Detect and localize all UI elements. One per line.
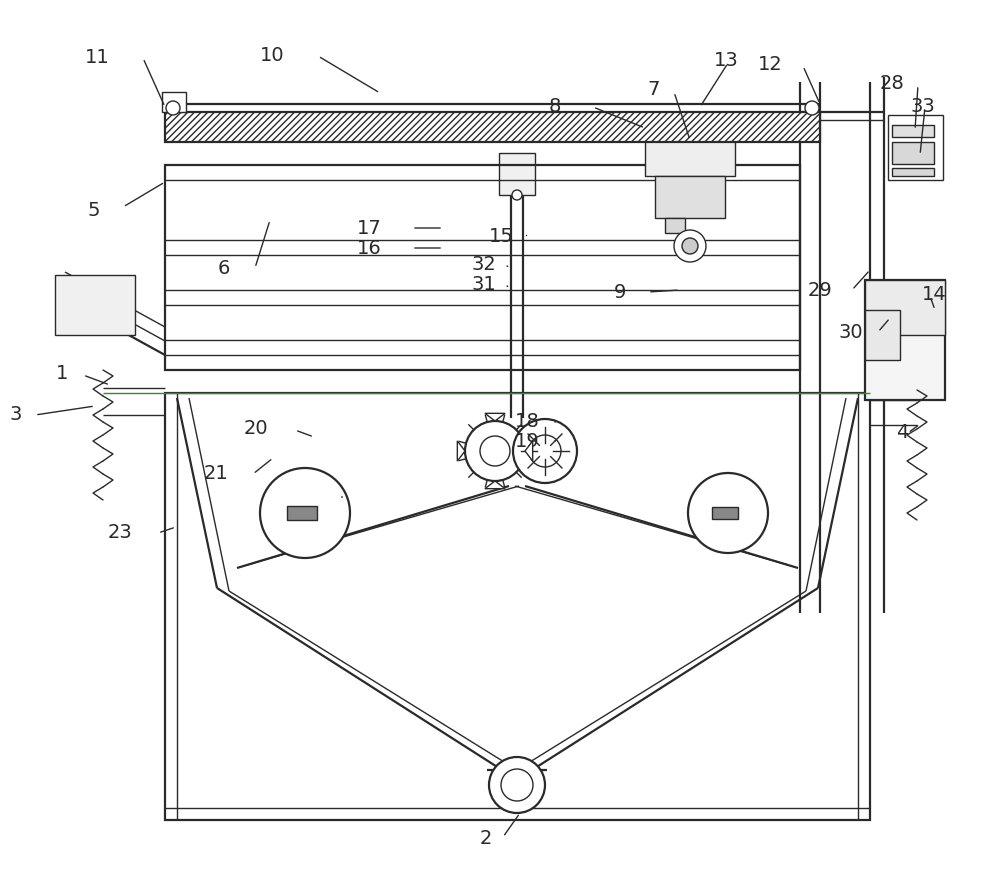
Text: 33: 33 (911, 98, 936, 117)
Circle shape (674, 230, 706, 262)
Text: 21: 21 (203, 465, 228, 483)
Circle shape (260, 468, 350, 558)
Bar (865, 310, 900, 360)
Circle shape (512, 190, 522, 200)
Text: 31: 31 (471, 276, 496, 295)
Text: 14: 14 (922, 285, 947, 304)
Bar (892, 168, 934, 176)
Text: 7: 7 (648, 80, 660, 99)
Bar (892, 125, 934, 137)
Text: 29: 29 (807, 281, 832, 299)
Polygon shape (525, 441, 533, 461)
Text: 8: 8 (549, 98, 561, 117)
Text: 30: 30 (838, 323, 863, 342)
Circle shape (529, 435, 561, 467)
Text: 11: 11 (85, 49, 110, 67)
Text: 32: 32 (471, 255, 496, 274)
Circle shape (682, 238, 698, 254)
Bar (165, 393, 870, 820)
Text: 12: 12 (758, 56, 783, 74)
Bar (162, 92, 186, 112)
Circle shape (489, 757, 545, 813)
Text: 15: 15 (489, 227, 514, 246)
Text: 23: 23 (107, 523, 132, 542)
Bar (888, 115, 943, 180)
Circle shape (480, 436, 510, 466)
Bar (665, 218, 685, 233)
Bar (499, 153, 535, 195)
Text: 16: 16 (357, 239, 382, 257)
Circle shape (688, 473, 768, 553)
Text: 4: 4 (896, 424, 908, 442)
Text: 2: 2 (480, 828, 492, 848)
Text: 5: 5 (88, 201, 100, 220)
Bar (55, 275, 135, 335)
Bar (645, 128, 735, 176)
Text: 28: 28 (879, 74, 904, 93)
Text: 17: 17 (357, 219, 382, 237)
Text: 19: 19 (515, 433, 540, 452)
Bar (165, 112, 820, 142)
Text: 1: 1 (56, 364, 68, 384)
Polygon shape (485, 413, 505, 421)
Circle shape (166, 101, 180, 115)
Bar (865, 280, 945, 400)
Text: 10: 10 (260, 46, 285, 65)
Circle shape (465, 421, 525, 481)
Text: 20: 20 (243, 419, 268, 439)
Polygon shape (457, 441, 465, 461)
Bar (655, 176, 725, 218)
Bar (712, 507, 738, 519)
Text: 6: 6 (218, 258, 230, 277)
Circle shape (513, 419, 577, 483)
Text: 9: 9 (614, 283, 626, 302)
Text: A: A (321, 490, 334, 509)
Text: 18: 18 (515, 412, 540, 432)
Bar (165, 165, 800, 370)
Polygon shape (485, 481, 505, 488)
Text: 3: 3 (10, 405, 22, 425)
Bar (892, 142, 934, 164)
Circle shape (805, 101, 819, 115)
Bar (865, 280, 945, 335)
Bar (287, 506, 317, 520)
Text: 13: 13 (714, 51, 739, 71)
